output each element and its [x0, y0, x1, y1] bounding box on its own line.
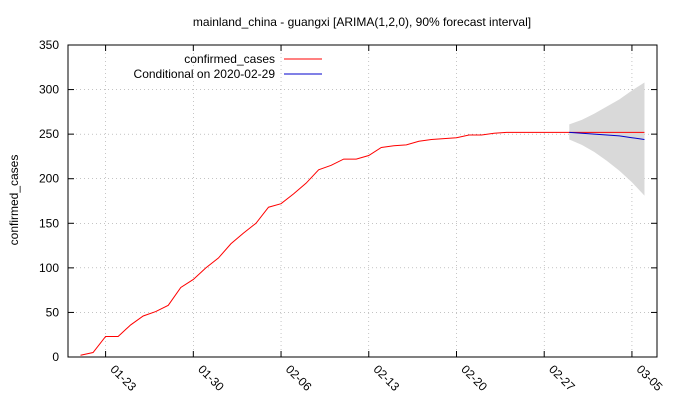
legend-label-forecast: Conditional on 2020-02-29: [134, 67, 276, 81]
axes-layer: [67, 44, 658, 358]
y-tick-label: 250: [39, 127, 59, 141]
y-tick-label: 150: [39, 216, 59, 230]
x-tick-label: 02-06: [283, 362, 315, 394]
series-layer: [80, 131, 645, 356]
forecast-interval-band: [569, 82, 645, 196]
x-tick-label: 02-13: [371, 362, 403, 394]
y-tick-label: 200: [39, 172, 59, 186]
y-tick-label: 300: [39, 83, 59, 97]
series-line-forecast: [569, 131, 645, 140]
y-axis-label: confirmed_cases: [7, 155, 21, 246]
x-tick-label: 03-05: [634, 362, 666, 394]
grid-layer: [68, 45, 657, 357]
x-tick-label: 01-23: [107, 362, 139, 394]
y-tick-label: 100: [39, 261, 59, 275]
x-tick-label: 01-30: [195, 362, 227, 394]
x-tick-label: 02-20: [458, 362, 490, 394]
series-line-confirmed-cases: [80, 131, 645, 356]
x-tick-label: 02-27: [546, 362, 578, 394]
chart-title: mainland_china - guangxi [ARIMA(1,2,0), …: [193, 15, 531, 29]
legend: confirmed_cases Conditional on 2020-02-2…: [134, 52, 322, 81]
ticks-layer: 0 50 100 150 200 250 300 350 01-23 01-30 02-06 02-1…: [39, 38, 666, 394]
plot-frame: [67, 44, 658, 358]
legend-label-confirmed: confirmed_cases: [184, 52, 275, 66]
y-tick-label: 350: [39, 38, 59, 52]
y-tick-label: 50: [46, 305, 60, 319]
forecast-interval-layer: [569, 82, 645, 196]
y-tick-label: 0: [52, 350, 59, 364]
